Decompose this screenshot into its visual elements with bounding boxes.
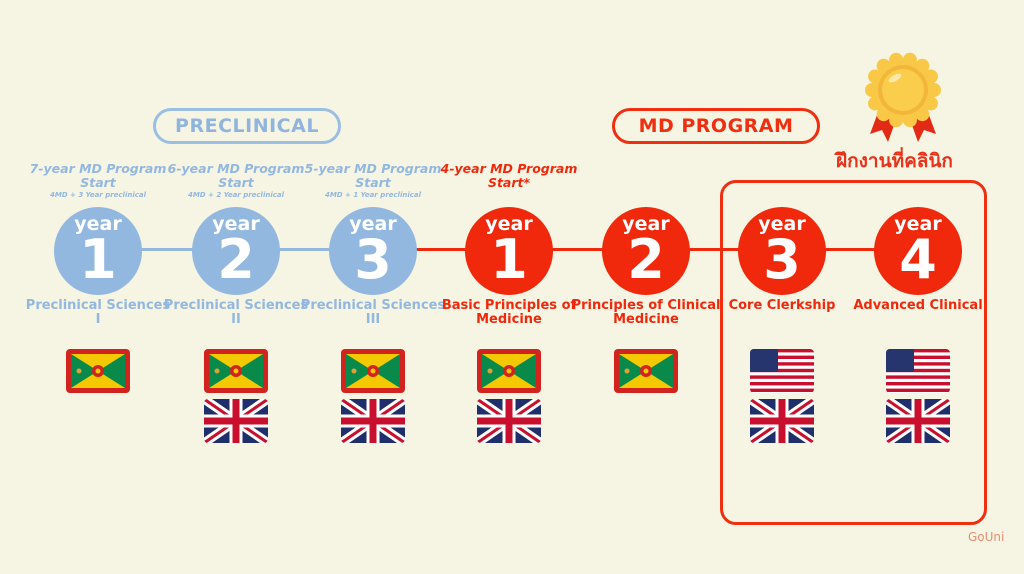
uk-flag-icon: [886, 399, 950, 443]
timeline-connector: [509, 248, 646, 251]
timeline-connector: [646, 248, 782, 251]
year-word: year: [758, 213, 806, 235]
clinical-training-label: ฝึกงานที่คลินิก: [836, 150, 953, 172]
grenada-flag-icon: [66, 349, 130, 393]
usa-flag-icon: [886, 349, 950, 393]
program-start-subtitle: 4MD + 3 Year preclinical: [49, 191, 147, 199]
year-circle: year 3: [329, 207, 417, 295]
step-label: Advanced Clinical: [853, 298, 983, 313]
step-label: Preclinical Sciences II: [163, 298, 309, 327]
step-label: Core Clerkship: [728, 298, 836, 313]
timeline-connector: [373, 248, 509, 251]
year-circle: year 3: [738, 207, 826, 295]
year-circle: year 2: [602, 207, 690, 295]
step-label: Principles of Clinical Medicine: [571, 298, 721, 327]
year-number: 3: [354, 228, 392, 291]
year-number: 1: [79, 228, 117, 291]
timeline-connector: [236, 248, 373, 251]
program-start-subtitle: 4MD + 1 Year preclinical: [324, 191, 422, 199]
award-medal-icon: [865, 52, 941, 142]
uk-flag-icon: [204, 399, 268, 443]
program-start-subtitle: 4MD + 2 Year preclinical: [187, 191, 285, 199]
uk-flag-icon: [341, 399, 405, 443]
program-start-title: 6-year MD Program Start: [167, 161, 305, 190]
year-word: year: [622, 213, 670, 235]
clinical-years-box: [720, 180, 987, 525]
program-start-title: 5-year MD Program Start: [304, 161, 442, 190]
usa-flag-icon: [750, 349, 814, 393]
program-start-label: 6-year MD Program Start 4MD + 2 Year prec…: [161, 162, 311, 200]
step-label: Basic Principles of Medicine: [441, 298, 577, 327]
year-word: year: [485, 213, 533, 235]
logo-text: GoUni: [968, 530, 1005, 544]
year-circle: year 1: [465, 207, 553, 295]
step-label: Preclinical Sciences I: [25, 298, 171, 327]
md-program-header: MD PROGRAM: [612, 108, 820, 144]
grenada-flag-icon: [204, 349, 268, 393]
year-word: year: [74, 213, 122, 235]
gouni-logo: GoUni: [968, 530, 1004, 544]
uk-flag-icon: [750, 399, 814, 443]
timeline-connector: [782, 248, 918, 251]
step-label: Preclinical Sciences III: [300, 298, 446, 327]
year-word: year: [349, 213, 397, 235]
year-circle: year 1: [54, 207, 142, 295]
year-word: year: [894, 213, 942, 235]
grenada-flag-icon: [614, 349, 678, 393]
year-word: year: [212, 213, 260, 235]
year-circle: year 2: [192, 207, 280, 295]
program-start-title: 4-year MD Program Start*: [440, 161, 578, 190]
timeline-connector: [98, 248, 236, 251]
program-start-label: 7-year MD Program Start 4MD + 3 Year prec…: [23, 162, 173, 200]
grenada-flag-icon: [477, 349, 541, 393]
year-number: 3: [763, 228, 801, 291]
program-start-label: 4-year MD Program Start*: [434, 162, 584, 190]
uk-flag-icon: [477, 399, 541, 443]
year-number: 2: [627, 228, 665, 291]
grenada-flag-icon: [341, 349, 405, 393]
year-circle: year 4: [874, 207, 962, 295]
preclinical-header: PRECLINICAL: [153, 108, 341, 144]
program-start-title: 7-year MD Program Start: [29, 161, 167, 190]
year-number: 1: [490, 228, 528, 291]
year-number: 4: [899, 228, 937, 291]
year-number: 2: [217, 228, 255, 291]
program-start-label: 5-year MD Program Start 4MD + 1 Year prec…: [298, 162, 448, 200]
